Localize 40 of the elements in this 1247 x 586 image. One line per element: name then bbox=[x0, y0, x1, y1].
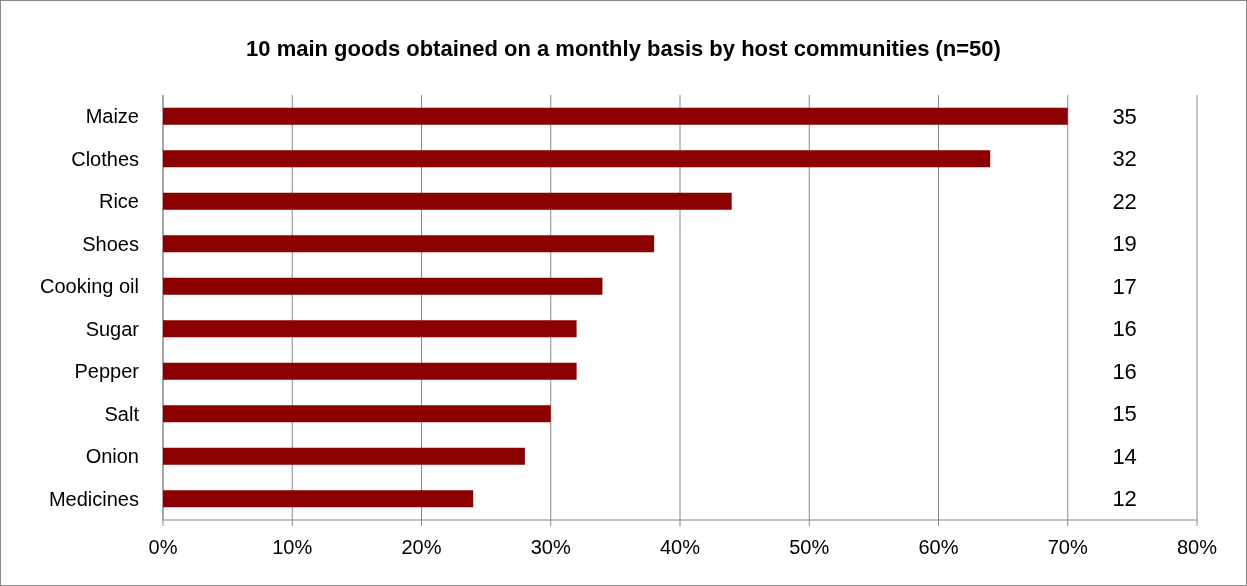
x-tick-label: 50% bbox=[789, 536, 830, 558]
bar bbox=[163, 490, 474, 508]
y-tick-label: Pepper bbox=[74, 360, 140, 383]
annotation: 16 bbox=[1112, 358, 1137, 384]
bar bbox=[163, 320, 577, 338]
bar bbox=[163, 362, 577, 380]
annotation: 22 bbox=[1112, 188, 1137, 214]
y-tick-label: Cooking oil bbox=[40, 275, 139, 298]
y-tick-label: Maize bbox=[85, 105, 139, 128]
x-tick-label: 70% bbox=[1047, 536, 1088, 558]
x-tick-label: 30% bbox=[530, 536, 571, 558]
annotation: 17 bbox=[1112, 273, 1137, 299]
y-tick-label: Salt bbox=[104, 402, 140, 425]
bar bbox=[163, 277, 603, 295]
y-tick-label: Medicines bbox=[48, 487, 139, 510]
annotation: 12 bbox=[1112, 486, 1137, 512]
bar bbox=[163, 235, 655, 253]
annotation: 32 bbox=[1112, 146, 1137, 172]
y-tick-label: Sugar bbox=[85, 317, 140, 340]
x-tick-label: 40% bbox=[659, 536, 701, 558]
bar bbox=[163, 150, 991, 168]
annotation: 19 bbox=[1112, 231, 1137, 257]
x-tick-label: 20% bbox=[401, 536, 442, 558]
y-tick-label: Clothes bbox=[71, 147, 139, 170]
y-tick-label: Shoes bbox=[82, 232, 139, 255]
annotation: 15 bbox=[1112, 401, 1137, 427]
x-tick-label: 80% bbox=[1176, 536, 1218, 558]
bar bbox=[163, 192, 732, 210]
bar bbox=[163, 107, 1068, 125]
x-tick-label: 0% bbox=[148, 536, 178, 558]
annotation: 16 bbox=[1112, 316, 1137, 342]
x-tick-label: 60% bbox=[918, 536, 959, 558]
y-tick-label: Onion bbox=[85, 445, 139, 468]
annotation: 14 bbox=[1112, 443, 1137, 469]
bar bbox=[163, 405, 551, 423]
y-tick-label: Rice bbox=[98, 190, 139, 213]
annotation: 35 bbox=[1112, 103, 1137, 129]
x-tick-label: 10% bbox=[272, 536, 313, 558]
chart-title: 10 main goods obtained on a monthly basis by host communities (n=50) bbox=[246, 36, 1001, 61]
bar bbox=[163, 447, 525, 465]
